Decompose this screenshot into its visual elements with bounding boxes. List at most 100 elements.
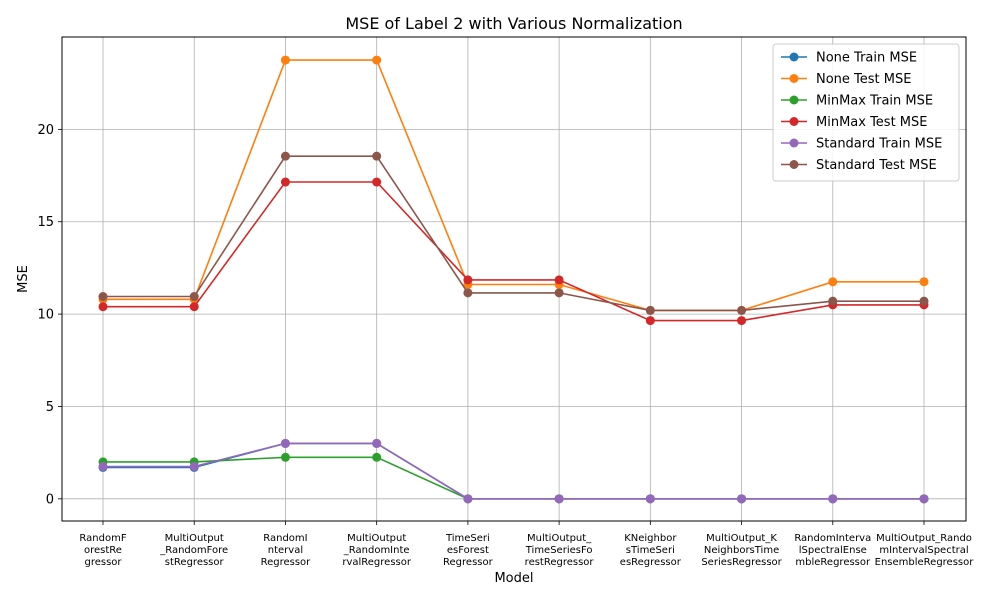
legend-item: None Train MSE xyxy=(781,51,917,66)
x-tick-label: RandomInterva lSpectralEnse mbleRegressor xyxy=(794,533,871,568)
series-standard-train-mse xyxy=(98,438,929,504)
x-tick-label-line: rvalRegressor xyxy=(342,557,412,568)
legend-marker xyxy=(789,138,799,148)
legend-label: MinMax Test MSE xyxy=(816,115,928,130)
legend-label: Standard Train MSE xyxy=(816,137,942,152)
y-tick-label: 10 xyxy=(37,308,54,323)
legend-label: None Test MSE xyxy=(816,72,911,87)
data-point xyxy=(828,494,838,504)
x-tick-label-line: RandomI xyxy=(263,533,307,544)
x-tick-label-line: esRegressor xyxy=(620,557,682,568)
x-tick-label: MultiOutput_K NeighborsTime SeriesRegresso… xyxy=(701,533,782,568)
data-point xyxy=(554,288,564,298)
series-line xyxy=(103,181,924,322)
data-point xyxy=(372,55,382,65)
data-point xyxy=(189,462,199,472)
data-point xyxy=(189,292,199,302)
data-point xyxy=(919,296,929,306)
data-point xyxy=(737,305,747,315)
x-tick-label-line: restRegressor xyxy=(525,557,595,568)
x-tick-label-line: MultiOutput xyxy=(165,533,224,544)
data-point xyxy=(372,177,382,187)
x-tick-label: KNeighbor sTimeSeri esRegressor xyxy=(620,533,682,568)
legend-marker xyxy=(789,117,799,126)
x-tick-label-line: TimeSeriesFo xyxy=(525,545,593,556)
x-tick-label: MultiOutput _RandomInte rvalRegressor xyxy=(342,533,412,568)
x-tick-label-line: lSpectralEnse xyxy=(799,545,867,556)
series-lines xyxy=(98,55,929,504)
x-tick-label-line: sTimeSeri xyxy=(626,545,675,556)
legend-item: MinMax Test MSE xyxy=(781,115,928,130)
data-point xyxy=(280,177,290,187)
x-tick-label-line: orestRe xyxy=(84,545,122,556)
legend-marker xyxy=(789,160,799,169)
x-tick-label-line: Regressor xyxy=(443,557,494,568)
data-point xyxy=(463,288,473,298)
x-tick-label-line: esForest xyxy=(447,545,489,556)
x-tick-label-line: MultiOutput_ xyxy=(527,533,592,544)
legend-item: Standard Test MSE xyxy=(781,158,937,173)
series-line xyxy=(103,442,924,500)
x-tick-label-line: stRegressor xyxy=(165,557,225,568)
data-point xyxy=(463,275,473,285)
data-point xyxy=(645,316,655,326)
data-point xyxy=(189,302,199,312)
x-tick-label-line: RandomF xyxy=(79,533,126,544)
data-point xyxy=(919,494,929,504)
y-tick-label: 15 xyxy=(37,215,54,230)
data-point xyxy=(828,277,838,287)
x-tick-label-line: EnsembleRegressor xyxy=(875,557,975,568)
x-tick-label-line: MultiOutput_K xyxy=(706,533,777,544)
x-tick-label-line: MultiOutput_Rando xyxy=(876,533,972,544)
y-axis-label: MSE xyxy=(16,265,31,293)
legend-label: Standard Test MSE xyxy=(816,158,937,173)
data-point xyxy=(919,277,929,287)
x-tick-label-line: mbleRegressor xyxy=(795,557,871,568)
series-standard-test-mse xyxy=(98,151,929,315)
x-tick-label-line: KNeighbor xyxy=(624,533,677,544)
data-point xyxy=(280,151,290,161)
x-tick-label-line: mIntervalSpectral xyxy=(879,545,968,556)
x-tick-label: MultiOutput_Rando mIntervalSpectral Ensemb… xyxy=(875,533,975,568)
data-point xyxy=(98,302,108,312)
x-axis-label: Model xyxy=(494,571,533,586)
x-tick-label: TimeSeri esForest Regressor xyxy=(443,533,494,568)
data-point xyxy=(645,494,655,504)
legend-marker xyxy=(789,52,799,62)
x-tick-label-line: RandomInterva xyxy=(794,533,871,544)
plot-area-frame xyxy=(61,36,967,522)
data-point xyxy=(280,55,290,65)
y-tick-label: 0 xyxy=(46,492,54,507)
data-point xyxy=(372,438,382,448)
legend-item: Standard Train MSE xyxy=(781,137,942,152)
data-point xyxy=(645,305,655,315)
series-line xyxy=(103,155,924,312)
chart-title: MSE of Label 2 with Various Normalizatio… xyxy=(345,14,682,33)
data-point xyxy=(372,151,382,161)
x-tick-label: MultiOutput _RandomFore stRegressor xyxy=(159,533,228,568)
x-tick-label-line: gressor xyxy=(84,557,122,568)
x-tick-label: MultiOutput_ TimeSeriesFo restRegressor xyxy=(525,533,595,568)
legend-marker xyxy=(789,74,799,83)
legend-marker xyxy=(789,95,799,105)
x-tick-label: RandomF orestRe gressor xyxy=(79,533,126,568)
legend-item: None Test MSE xyxy=(781,72,911,87)
x-tick-label-line: nterval xyxy=(268,545,303,556)
data-point xyxy=(737,316,747,326)
x-tick-label-line: Regressor xyxy=(261,557,312,568)
x-tick-label: RandomI nterval Regressor xyxy=(261,533,312,568)
data-point xyxy=(463,494,473,504)
x-tick-label-line: MultiOutput xyxy=(347,533,406,544)
y-tick-label: 20 xyxy=(37,123,54,138)
data-point xyxy=(98,292,108,302)
x-tick-label-line: SeriesRegressor xyxy=(701,557,782,568)
legend-item: MinMax Train MSE xyxy=(781,94,933,109)
x-tick-label-line: _RandomInte xyxy=(343,545,410,556)
x-tick-label-line: TimeSeri xyxy=(445,533,490,544)
legend: None Train MSE None Test MSE MinMax Train … xyxy=(772,43,960,182)
data-point xyxy=(554,275,564,285)
series-line xyxy=(103,59,924,312)
legend-label: MinMax Train MSE xyxy=(816,94,933,109)
